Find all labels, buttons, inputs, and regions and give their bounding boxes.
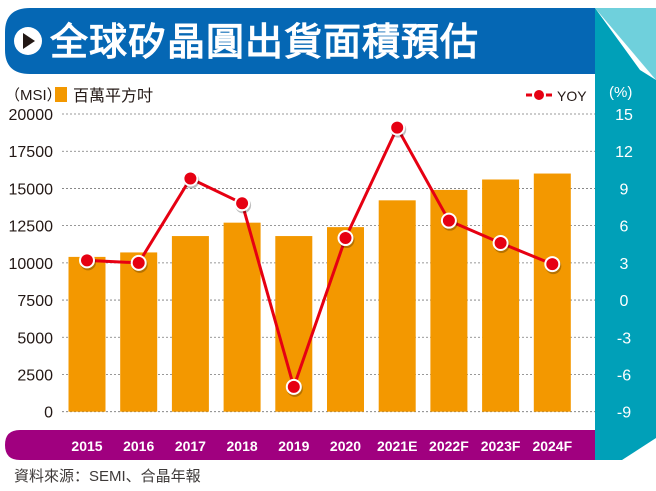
bar-2017 <box>171 236 209 412</box>
yoy-point-2015 <box>79 252 95 269</box>
x-tick-label: 2024F <box>532 438 572 454</box>
y-right-tick-label: 3 <box>620 256 629 273</box>
bar-2016 <box>120 252 158 412</box>
x-tick-label: 2022F <box>429 438 469 454</box>
y-right-tick-label: 6 <box>620 219 629 236</box>
x-tick-label: 2015 <box>71 438 102 454</box>
bar-2021E <box>378 200 416 412</box>
yoy-point-2017 <box>182 170 199 187</box>
y-tick-label: 17500 <box>9 144 54 161</box>
title-bar <box>5 8 595 74</box>
yoy-point-2016 <box>130 254 147 271</box>
y-tick-label: 12500 <box>9 219 54 236</box>
right-axis-panel <box>595 8 656 460</box>
y-tick-label: 2500 <box>17 367 53 384</box>
y-right-tick-label: 0 <box>620 293 629 310</box>
bar-2024F <box>533 173 571 412</box>
x-tick-label: 2021E <box>377 438 417 454</box>
x-axis-band <box>5 430 595 460</box>
y-tick-label: 20000 <box>9 107 54 124</box>
play-icon <box>23 33 35 49</box>
x-tick-label: 2019 <box>278 438 309 454</box>
panel-fold <box>595 8 656 80</box>
x-tick-label: 2017 <box>175 438 206 454</box>
yoy-point-2018 <box>234 195 251 212</box>
bar-2020 <box>327 227 364 412</box>
legend-bar-swatch <box>55 87 67 102</box>
y-right-tick-label: 15 <box>615 107 633 124</box>
y-right-tick-label: -6 <box>617 367 631 384</box>
x-tick-label: 2020 <box>330 438 361 454</box>
yoy-point-2020 <box>337 230 354 247</box>
y-tick-label: 7500 <box>17 293 53 310</box>
yoy-point-2021E <box>389 119 406 136</box>
y-tick-label: 5000 <box>17 330 53 347</box>
source-note: 資料來源：SEMI、合晶年報 <box>14 468 201 485</box>
y-axis-unit: （MSI） <box>5 87 62 104</box>
y-right-tick-label: -3 <box>617 330 631 347</box>
y-right-tick-label: 9 <box>620 181 629 198</box>
x-tick-label: 2018 <box>227 438 258 454</box>
legend-line-label: YOY <box>557 88 587 104</box>
legend-line-marker <box>532 88 546 102</box>
bar-2018 <box>223 222 261 412</box>
yoy-line <box>86 126 553 389</box>
yoy-point-2024F <box>544 256 561 273</box>
bar-2015 <box>68 256 106 412</box>
x-tick-label: 2016 <box>123 438 154 454</box>
y-tick-label: 10000 <box>9 256 54 273</box>
legend-bar-label: 百萬平方吋 <box>73 87 153 105</box>
right-axis-unit: (%) <box>609 84 632 101</box>
yoy-point-2019 <box>285 378 302 395</box>
y-tick-label: 15000 <box>9 181 54 198</box>
chart-title: 全球矽晶圓出貨面積預估 <box>49 21 479 64</box>
y-right-tick-label: -9 <box>617 405 631 422</box>
y-right-tick-label: 12 <box>615 144 633 161</box>
y-tick-label: 0 <box>44 405 53 422</box>
bar-2023F <box>482 179 520 412</box>
yoy-point-2023F <box>492 235 509 252</box>
x-tick-label: 2023F <box>481 438 521 454</box>
yoy-point-2022F <box>440 212 457 229</box>
